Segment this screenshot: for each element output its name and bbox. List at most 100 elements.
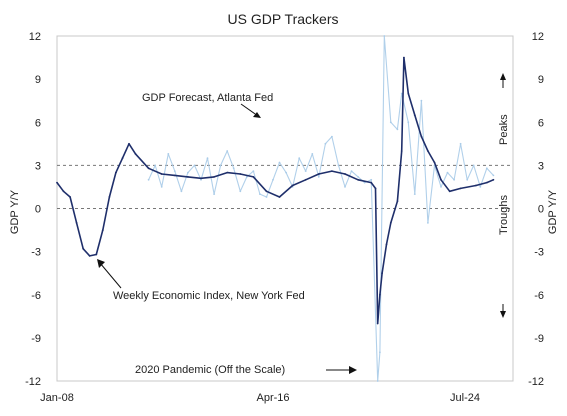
y-tick-label-right: 9 xyxy=(538,74,544,86)
arrow-weekly-line xyxy=(99,262,122,289)
series-line xyxy=(147,35,495,382)
arrow-peaks-head xyxy=(500,73,506,80)
data-point xyxy=(154,164,157,167)
data-point xyxy=(400,92,403,95)
data-point xyxy=(213,176,216,178)
data-point xyxy=(252,170,255,173)
data-point xyxy=(226,150,229,152)
data-point xyxy=(407,92,410,95)
data-point xyxy=(232,167,235,170)
data-point xyxy=(62,190,65,193)
series-line xyxy=(56,56,495,325)
data-point xyxy=(379,351,381,354)
data-point xyxy=(407,121,410,124)
chart-title: US GDP Trackers xyxy=(228,11,339,27)
data-point xyxy=(291,184,294,187)
y-axis-label-right: GDP Y/Y xyxy=(547,189,559,234)
data-point xyxy=(337,164,340,167)
data-point xyxy=(147,178,150,181)
data-point xyxy=(82,247,85,250)
data-point xyxy=(394,207,397,210)
data-point xyxy=(440,178,442,181)
data-point xyxy=(381,272,383,275)
axis-ticks: 12 12 9 9 6 6 3 3 0 0 -3 -3 -6 -6 -9 -9 -12 -12 Jan-08 Apr-… xyxy=(25,31,544,404)
data-point xyxy=(226,171,229,174)
data-point xyxy=(400,150,403,152)
data-point xyxy=(219,164,222,167)
data-point xyxy=(317,173,320,175)
data-point xyxy=(448,190,451,193)
label-peaks: Peaks xyxy=(498,114,510,145)
y-tick-label-left: 9 xyxy=(35,74,41,86)
data-point xyxy=(427,150,429,152)
data-point xyxy=(376,380,379,382)
y-tick-label-right: 0 xyxy=(538,204,544,216)
data-point xyxy=(344,173,346,175)
data-point xyxy=(180,190,183,193)
data-point xyxy=(324,142,327,145)
y-tick-label-right: -3 xyxy=(534,247,544,259)
data-point xyxy=(459,142,462,145)
data-point xyxy=(265,196,268,198)
data-point xyxy=(121,157,124,160)
data-point xyxy=(187,176,189,178)
data-point xyxy=(440,186,442,188)
data-point xyxy=(272,178,274,181)
data-point xyxy=(357,178,359,181)
data-point xyxy=(304,170,307,173)
y-tick-label-left: -3 xyxy=(31,247,41,259)
data-point xyxy=(259,193,261,196)
data-point xyxy=(317,176,320,178)
x-tick-label: Jan-08 xyxy=(40,392,74,404)
data-point xyxy=(304,178,307,181)
data-point xyxy=(206,157,209,160)
data-point xyxy=(56,181,58,184)
data-point xyxy=(147,167,150,170)
data-point xyxy=(239,173,242,175)
data-point xyxy=(475,184,477,187)
y-tick-label-right: -6 xyxy=(534,290,544,302)
y-tick-label-right: 3 xyxy=(538,160,544,172)
y-tick-label-left: 6 xyxy=(35,117,41,129)
y-tick-label-left: 12 xyxy=(29,31,41,43)
data-point xyxy=(385,243,388,246)
data-point xyxy=(370,178,373,181)
data-point xyxy=(413,193,416,196)
data-point xyxy=(311,153,314,155)
annotation-weekly-index: Weekly Economic Index, New York Fed xyxy=(113,290,305,302)
data-point xyxy=(173,174,176,177)
data-point xyxy=(200,178,202,181)
data-point xyxy=(298,157,301,160)
data-point xyxy=(357,176,359,178)
data-point xyxy=(115,171,117,174)
data-point xyxy=(128,142,130,145)
data-point xyxy=(383,35,386,37)
y-tick-label-left: 0 xyxy=(35,204,41,216)
label-troughs: Troughs xyxy=(498,195,510,235)
data-point xyxy=(75,222,78,224)
data-point xyxy=(379,293,381,296)
data-point xyxy=(239,190,242,193)
y-tick-label-right: 12 xyxy=(532,31,544,43)
annotation-atlanta-fed: GDP Forecast, Atlanta Fed xyxy=(142,92,273,104)
data-point xyxy=(331,170,333,173)
series-path xyxy=(56,56,494,325)
data-point xyxy=(101,229,104,232)
data-point xyxy=(187,171,189,174)
data-point xyxy=(453,178,455,181)
data-point xyxy=(374,187,377,190)
data-point xyxy=(265,190,268,193)
data-point xyxy=(370,181,373,184)
data-point xyxy=(363,181,366,184)
y-tick-label-right: -9 xyxy=(534,333,544,345)
data-point xyxy=(485,181,488,184)
data-point xyxy=(252,176,255,178)
data-point xyxy=(245,176,248,178)
data-point xyxy=(459,187,462,190)
data-point xyxy=(108,196,111,198)
y-tick-label-left: -12 xyxy=(25,376,41,388)
y-tick-label-left: -9 xyxy=(31,333,41,345)
y-axis-label-left: GDP Y/Y xyxy=(9,189,21,234)
